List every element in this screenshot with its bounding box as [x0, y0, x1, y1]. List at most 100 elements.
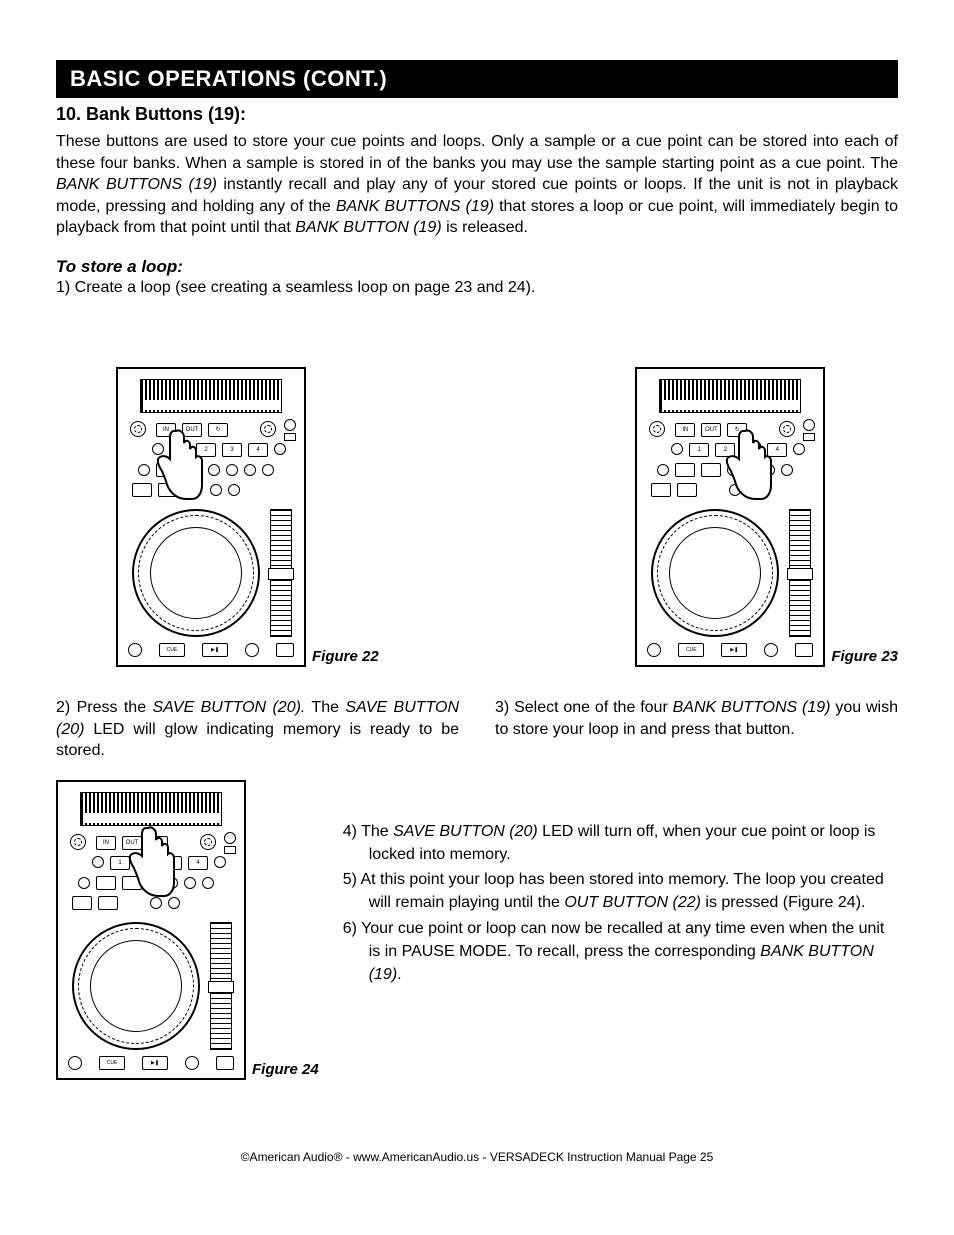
transport-row: CUE ▶❚: [68, 1056, 234, 1070]
small-knob: [657, 464, 669, 476]
extra-btn: [276, 643, 294, 657]
steps-2-3-row: 2) Press the SAVE BUTTON (20). The SAVE …: [56, 697, 898, 762]
small-knob: [274, 443, 286, 455]
deck-illustration-23: IN OUT ↻ 1 2 3 4: [635, 367, 825, 667]
figure-24-block: IN OUT ↻ 1 2 3 4: [56, 780, 319, 1080]
text: is pressed (Figure 24).: [701, 894, 866, 911]
text-italic: SAVE BUTTON (20): [393, 823, 538, 840]
small-knob: [208, 464, 220, 476]
text: is released.: [442, 219, 528, 236]
small-knob: [224, 832, 236, 844]
extra-btn: [795, 643, 813, 657]
small-knob: [781, 464, 793, 476]
reloop-button: ↻: [208, 423, 228, 437]
bank-4: 4: [248, 443, 268, 457]
aux-btn: [651, 483, 671, 497]
small-knob: [228, 484, 240, 496]
deck-illustration-22: IN OUT ↻ 1 2 3 4: [116, 367, 306, 667]
round-btn: [647, 643, 661, 657]
small-knob: [803, 419, 815, 431]
aux-btn: [98, 896, 118, 910]
step-2: 2) Press the SAVE BUTTON (20). The SAVE …: [56, 697, 459, 762]
step-1: 1) Create a loop (see creating a seamles…: [56, 279, 898, 297]
hand-pointer-icon: [118, 822, 178, 902]
text: 3) Select one of the four: [495, 699, 673, 716]
small-knob: [78, 877, 90, 889]
steps-4-6: 4) The SAVE BUTTON (20) LED will turn of…: [343, 780, 898, 988]
round-btn: [68, 1056, 82, 1070]
figure-22-caption: Figure 22: [312, 648, 379, 665]
section-title-bar: BASIC OPERATIONS (CONT.): [56, 60, 898, 98]
bank-3: 3: [222, 443, 242, 457]
knob: [70, 834, 86, 850]
fx-btn: [675, 463, 695, 477]
deck-illustration-24: IN OUT ↻ 1 2 3 4: [56, 780, 246, 1080]
knob: [779, 421, 795, 437]
text: The: [305, 699, 345, 716]
small-knob: [244, 464, 256, 476]
pitch-slider: [270, 509, 292, 637]
text: 2) Press the: [56, 699, 152, 716]
figures-row-22-23: IN OUT ↻ 1 2 3 4: [56, 367, 898, 667]
round-btn: [185, 1056, 199, 1070]
round-btn: [764, 643, 778, 657]
play-button: ▶❚: [202, 643, 228, 657]
step-3: 3) Select one of the four BANK BUTTONS (…: [495, 697, 898, 762]
intro-paragraph: These buttons are used to store your cue…: [56, 131, 898, 239]
knob: [649, 421, 665, 437]
small-knob: [793, 443, 805, 455]
page-footer: ©American Audio® - www.AmericanAudio.us …: [56, 1150, 898, 1164]
extra-btn: [216, 1056, 234, 1070]
text: LED will glow indicating memory is ready…: [56, 721, 459, 760]
text-italic: BANK BUTTONS (19): [56, 176, 217, 193]
small-knob: [214, 856, 226, 868]
mini-rect: [224, 846, 236, 854]
mini-rect: [284, 433, 296, 441]
round-btn: [245, 643, 259, 657]
lcd-screen: [140, 379, 282, 413]
text-italic: BANK BUTTONS (19): [336, 198, 494, 215]
small-knob: [262, 464, 274, 476]
step-6: 6) Your cue point or loop can now be rec…: [343, 917, 898, 987]
store-loop-heading: To store a loop:: [56, 257, 898, 277]
text-italic: BANK BUTTONS (19): [673, 699, 831, 716]
small-knob: [210, 484, 222, 496]
text-italic: BANK BUTTON (19): [295, 219, 441, 236]
fx-btn: [96, 876, 116, 890]
small-knob: [671, 443, 683, 455]
jog-wheel: [651, 509, 779, 637]
subsection-heading: 10. Bank Buttons (19):: [56, 104, 898, 125]
in-button: IN: [96, 836, 116, 850]
figure-23-block: IN OUT ↻ 1 2 3 4: [635, 367, 898, 667]
text: .: [397, 966, 401, 983]
text: 4) The: [343, 823, 393, 840]
figure-24-caption: Figure 24: [252, 1061, 319, 1078]
lcd-screen: [659, 379, 801, 413]
pitch-slider: [789, 509, 811, 637]
small-knob: [184, 877, 196, 889]
pitch-slider: [210, 922, 232, 1050]
knob: [200, 834, 216, 850]
knob: [260, 421, 276, 437]
cue-button: CUE: [159, 643, 185, 657]
figure-23-caption: Figure 23: [831, 648, 898, 665]
figure-22-block: IN OUT ↻ 1 2 3 4: [116, 367, 379, 667]
play-button: ▶❚: [142, 1056, 168, 1070]
step-5: 5) At this point your loop has been stor…: [343, 868, 898, 914]
bottom-section: IN OUT ↻ 1 2 3 4: [56, 780, 898, 1080]
round-btn: [128, 643, 142, 657]
transport-row: CUE ▶❚: [647, 643, 813, 657]
aux-btn: [677, 483, 697, 497]
small-knob: [226, 464, 238, 476]
text-italic: OUT BUTTON (22): [564, 894, 701, 911]
jog-wheel: [132, 509, 260, 637]
mini-rect: [803, 433, 815, 441]
lcd-screen: [80, 792, 222, 826]
knob: [130, 421, 146, 437]
cue-button: CUE: [678, 643, 704, 657]
step-4: 4) The SAVE BUTTON (20) LED will turn of…: [343, 820, 898, 866]
hand-pointer-icon: [715, 425, 775, 505]
bank-1: 1: [689, 443, 709, 457]
play-button: ▶❚: [721, 643, 747, 657]
manual-page: BASIC OPERATIONS (CONT.) 10. Bank Button…: [0, 0, 954, 1204]
